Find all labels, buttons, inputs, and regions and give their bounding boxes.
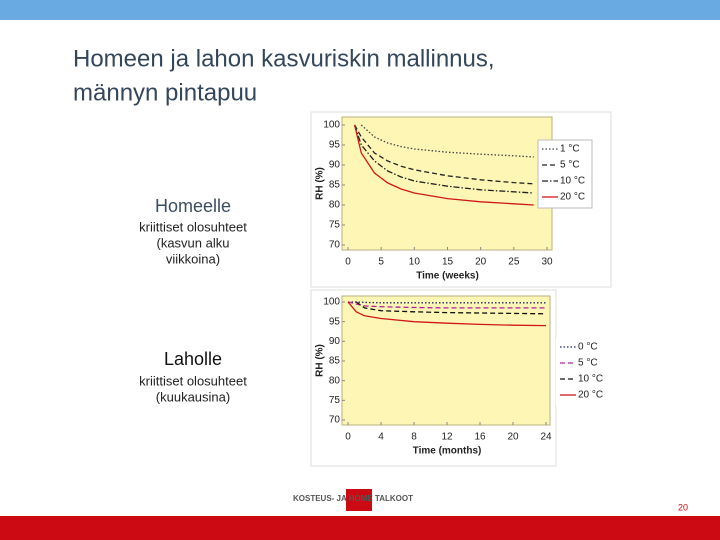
x-axis-label: Time (months) — [413, 446, 482, 457]
y-tick-label: 85 — [329, 356, 341, 367]
y-tick-label: 95 — [329, 140, 341, 151]
legend-label: 20 °C — [578, 390, 603, 401]
legend-label: 5 °C — [578, 358, 598, 369]
x-tick-label: 15 — [442, 257, 454, 268]
series-line — [355, 301, 547, 315]
section-text: kriittiset olosuhteet — [139, 219, 247, 234]
x-tick-label: 8 — [411, 432, 417, 443]
section-text: (kuukausina) — [156, 389, 230, 404]
section-heading: Laholle — [164, 349, 222, 369]
series-line — [347, 301, 547, 327]
section-heading: Homeelle — [155, 196, 231, 216]
x-tick-label: 5 — [378, 257, 384, 268]
top-bar — [0, 0, 720, 20]
bottom-bar — [0, 516, 720, 540]
y-tick-label: 70 — [329, 240, 341, 251]
y-tick-label: 80 — [329, 200, 341, 211]
logo: KOSTEUS- JA HOME TALKOOT — [293, 494, 413, 503]
series-line — [353, 124, 534, 194]
x-tick-label: 20 — [475, 257, 487, 268]
x-tick-label: 25 — [508, 257, 520, 268]
x-axis-label: Time (weeks) — [416, 271, 479, 282]
y-tick-label: 80 — [329, 375, 341, 386]
x-tick-label: 20 — [507, 432, 519, 443]
y-tick-label: 85 — [329, 180, 341, 191]
y-tick-label: 100 — [323, 120, 340, 131]
y-axis-label: RH (%) — [315, 344, 326, 377]
x-tick-label: 0 — [345, 432, 351, 443]
legend-label: 20 °C — [560, 192, 585, 203]
x-tick-label: 12 — [441, 432, 453, 443]
x-tick-label: 4 — [378, 432, 384, 443]
y-axis-label: RH (%) — [315, 167, 326, 200]
y-tick-label: 75 — [329, 395, 341, 406]
series-line — [353, 124, 534, 206]
x-tick-label: 0 — [345, 257, 351, 268]
slide-title: Homeen ja lahon kasvuriskin mallinnus, — [73, 45, 495, 72]
series-line — [360, 124, 534, 158]
page-number: 20 — [678, 502, 688, 512]
y-tick-label: 70 — [329, 415, 341, 426]
legend-label: 5 °C — [560, 160, 580, 171]
slide-title: männyn pintapuu — [73, 79, 257, 106]
section-text: kriittiset olosuhteet — [139, 373, 247, 388]
legend-label: 10 °C — [560, 176, 585, 187]
series-line — [348, 301, 546, 304]
x-tick-label: 24 — [540, 432, 552, 443]
x-tick-label: 10 — [409, 257, 421, 268]
legend-label: 1 °C — [560, 144, 580, 155]
x-tick-label: 16 — [474, 432, 486, 443]
section-text: (kasvun alku — [157, 235, 230, 250]
legend-label: 10 °C — [578, 374, 603, 385]
y-tick-label: 75 — [329, 220, 341, 231]
y-tick-label: 90 — [329, 160, 341, 171]
series-line — [354, 124, 534, 185]
logo-sign — [346, 489, 372, 511]
y-tick-label: 95 — [329, 316, 341, 327]
section-text: viikkoina) — [166, 251, 220, 266]
legend-label: 0 °C — [578, 342, 598, 353]
y-tick-label: 100 — [323, 297, 340, 308]
x-tick-label: 30 — [541, 257, 553, 268]
y-tick-label: 90 — [329, 336, 341, 347]
plot-area — [341, 295, 551, 426]
